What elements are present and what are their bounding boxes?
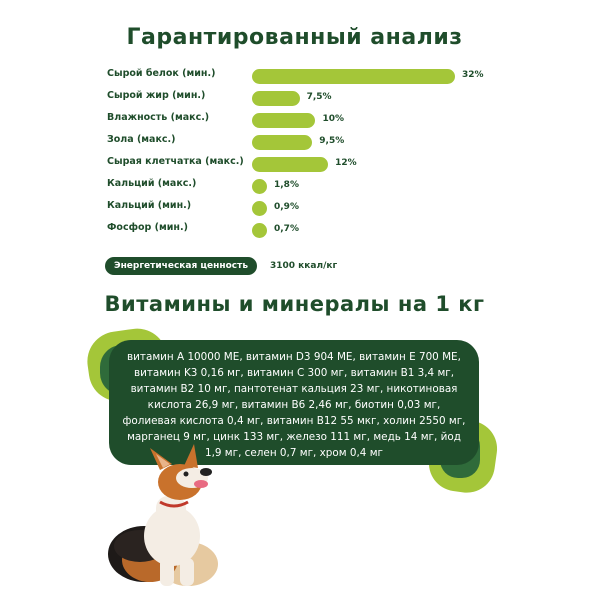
vitamins-line: витамин A 10000 МЕ, витамин D3 904 МЕ, в…	[127, 351, 461, 363]
energy-label: Энергетическая ценность	[105, 257, 257, 275]
bar	[252, 157, 329, 172]
vitamins-line: витамин K3 0,16 мг, витамин C 300 мг, ви…	[133, 367, 455, 379]
value-label: 1,8%	[274, 180, 299, 190]
value-label: 32%	[462, 70, 484, 80]
vitamins-line: кислота 26,9 мг, витамин B6 2,46 мг, био…	[147, 399, 441, 411]
value-label: 10%	[322, 114, 344, 124]
chart-row: Кальций (мин.) 0,9%	[0, 198, 589, 218]
vitamins-line: марганец 9 мг, цинк 133 мг, железо 111 м…	[127, 431, 461, 443]
bar	[252, 179, 267, 194]
vitamins-box: витамин A 10000 МЕ, витамин D3 904 МЕ, в…	[109, 340, 479, 465]
vitamins-line: витамин B2 10 мг, пантотенат кальция 23 …	[130, 383, 458, 395]
category-label: Влажность (макс.)	[107, 112, 210, 123]
bar	[252, 91, 300, 106]
page-title: Гарантированный анализ	[126, 25, 463, 50]
category-label: Сырой жир (мин.)	[107, 90, 206, 101]
category-label: Зола (макс.)	[107, 134, 176, 145]
bar	[252, 113, 316, 128]
chart-row: Фосфор (мин.) 0,7%	[0, 220, 589, 240]
vitamins-line: фолиевая кислота 0,4 мг, витамин B12 55 …	[122, 415, 466, 427]
value-label: 0,7%	[274, 224, 299, 234]
bar	[252, 223, 267, 238]
value-label: 7,5%	[306, 92, 332, 102]
chart-row: Кальций (макс.) 1,8%	[0, 176, 589, 196]
chart-row: Влажность (макс.) 10%	[0, 110, 589, 130]
chart-row: Сырой жир (мин.) 7,5%	[0, 88, 589, 108]
bar	[252, 201, 267, 216]
chart-row: Сырой белок (мин.) 32%	[0, 66, 589, 86]
corgi-dog-image	[108, 444, 218, 586]
chart-row: Сырая клетчатка (макс.) 12%	[0, 154, 589, 174]
vitamins-line: 1,9 мг, селен 0,7 мг, хром 0,4 мг	[204, 447, 384, 459]
vitamins-title: Витамины и минералы на 1 кг	[104, 292, 485, 316]
bar	[252, 69, 455, 84]
value-label: 9,5%	[319, 136, 345, 146]
category-label: Фосфор (мин.)	[107, 222, 188, 233]
category-label: Кальций (макс.)	[107, 178, 197, 189]
value-label: 0,9%	[274, 202, 299, 212]
value-label: 12%	[335, 158, 357, 168]
category-label: Сырой белок (мин.)	[107, 68, 216, 79]
bar	[252, 135, 313, 150]
category-label: Кальций (мин.)	[107, 200, 192, 211]
chart-row: Зола (макс.) 9,5%	[0, 132, 589, 152]
category-label: Сырая клетчатка (макс.)	[107, 156, 244, 167]
energy-value: 3100 ккал/кг	[270, 261, 338, 271]
